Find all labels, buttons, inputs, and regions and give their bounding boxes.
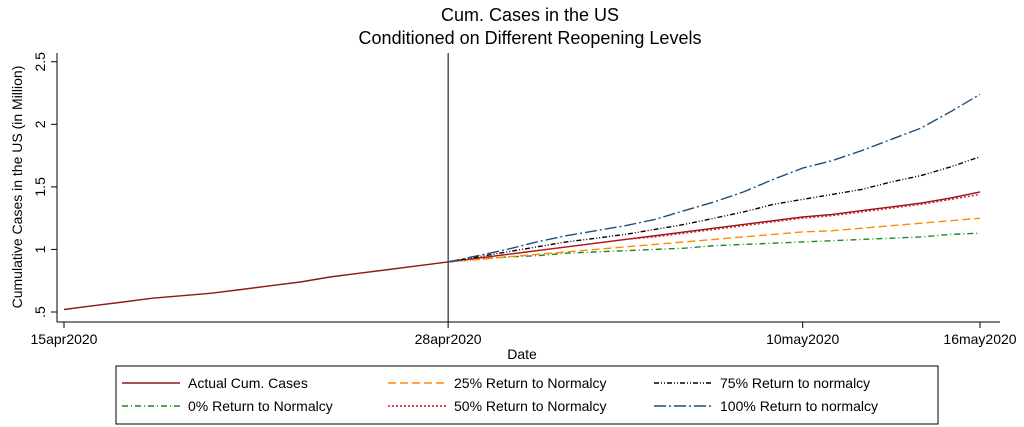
x-tick-label: 15apr2020 bbox=[31, 331, 98, 347]
x-tick-label: 10may2020 bbox=[766, 331, 839, 347]
y-axis-label: Cumulative Cases in the US (in Million) bbox=[9, 66, 25, 309]
x-axis-label: Date bbox=[507, 346, 537, 362]
x-tick-label: 16may2020 bbox=[943, 331, 1016, 347]
legend-label: 75% Return to normalcy bbox=[720, 375, 870, 391]
legend-label: 0% Return to Normalcy bbox=[188, 398, 333, 414]
y-tick-label: 1 bbox=[32, 245, 48, 253]
x-tick-label: 28apr2020 bbox=[415, 331, 482, 347]
series-line bbox=[448, 217, 981, 263]
series-line bbox=[63, 191, 981, 311]
series-line bbox=[448, 193, 981, 263]
legend-label: Actual Cum. Cases bbox=[188, 375, 308, 391]
legend-label: 100% Return to normalcy bbox=[720, 398, 878, 414]
y-tick-label: 1.5 bbox=[32, 177, 48, 197]
legend-label: 50% Return to Normalcy bbox=[454, 398, 607, 414]
y-tick-label: 2 bbox=[32, 120, 48, 128]
chart-title: Cum. Cases in the US bbox=[441, 5, 619, 25]
series-line bbox=[447, 93, 981, 263]
chart-subtitle: Conditioned on Different Reopening Level… bbox=[359, 28, 702, 48]
series-line bbox=[447, 156, 981, 263]
legend-label: 25% Return to Normalcy bbox=[454, 375, 607, 391]
series-line bbox=[448, 232, 981, 263]
y-tick-label: 2.5 bbox=[32, 52, 48, 72]
y-tick-label: .5 bbox=[32, 306, 48, 318]
legend-box bbox=[115, 365, 939, 425]
